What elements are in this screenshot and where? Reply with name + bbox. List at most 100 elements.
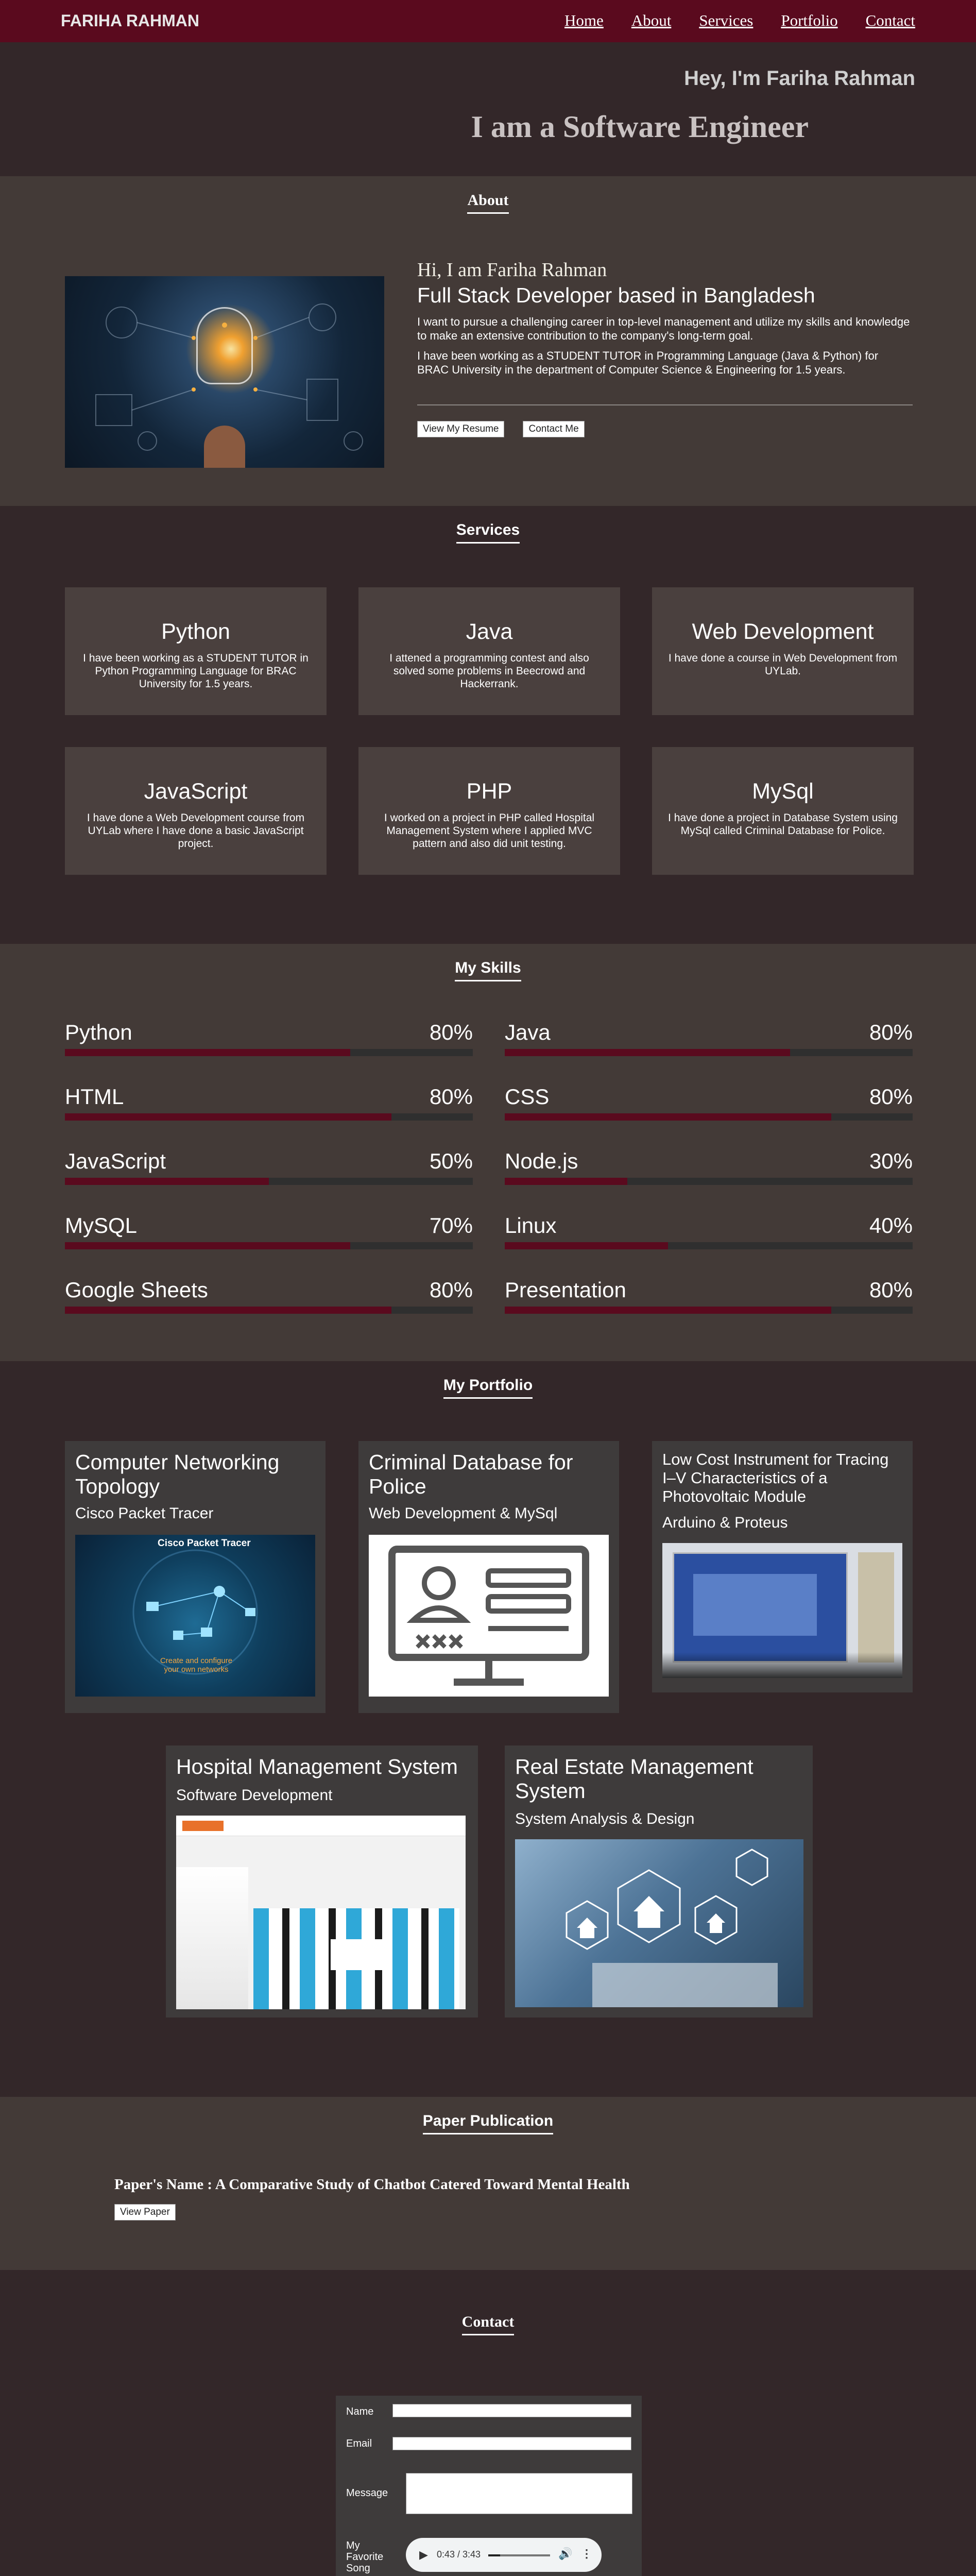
portfolio-subtitle: Web Development & MySql bbox=[369, 1505, 558, 1522]
skill-bar bbox=[505, 1049, 913, 1056]
favorite-song-label: My Favorite Song bbox=[346, 2540, 384, 2574]
skill-name: CSS bbox=[505, 1084, 550, 1109]
nav-links: Home About Services Portfolio Contact bbox=[564, 11, 915, 30]
skill-bar-fill bbox=[65, 1242, 351, 1249]
skill-bar-fill bbox=[65, 1178, 269, 1185]
real-estate-image bbox=[515, 1839, 803, 2007]
skill-name: Python bbox=[65, 1020, 132, 1044]
skill-percent: 80% bbox=[869, 1020, 913, 1044]
audio-progress[interactable] bbox=[488, 2554, 550, 2556]
portfolio-title: Hospital Management System bbox=[176, 1755, 458, 1778]
proteus-simulation-image bbox=[662, 1543, 902, 1678]
nav-link-about[interactable]: About bbox=[631, 11, 672, 29]
portfolio-title: Real Estate Management System bbox=[515, 1755, 754, 1803]
view-paper-button[interactable]: View Paper bbox=[114, 2204, 176, 2221]
skill-bar bbox=[505, 1113, 913, 1121]
audio-player: ▶ 0:43 / 3:43 🔊 ⋮ bbox=[406, 2538, 602, 2572]
skill-bar-fill bbox=[505, 1242, 668, 1249]
about-paragraph-1: I want to pursue a challenging career in… bbox=[417, 315, 910, 342]
service-card-javascript: JavaScript I have done a Web Development… bbox=[65, 747, 327, 875]
service-title: MySql bbox=[752, 779, 814, 804]
service-title: JavaScript bbox=[144, 779, 248, 804]
about-divider bbox=[417, 404, 913, 405]
portfolio-card-real-estate[interactable]: Real Estate Management System System Ana… bbox=[505, 1745, 813, 2018]
circuit-panel bbox=[858, 1552, 894, 1663]
paper-heading: Paper Publication bbox=[0, 2112, 976, 2134]
skill-percent: 80% bbox=[429, 1084, 473, 1109]
skill-name: Linux bbox=[505, 1213, 557, 1238]
skill-bar bbox=[65, 1307, 473, 1314]
contact-me-button[interactable]: Contact Me bbox=[523, 421, 585, 437]
about-buttons: View My Resume Contact Me bbox=[417, 421, 913, 437]
skill-bar-fill bbox=[505, 1113, 831, 1121]
skill-percent: 50% bbox=[429, 1149, 473, 1173]
portfolio-card-networking[interactable]: Computer Networking Topology Cisco Packe… bbox=[65, 1441, 326, 1713]
video-controls-bar[interactable] bbox=[662, 1652, 902, 1678]
play-icon[interactable]: ▶ bbox=[419, 2548, 428, 2561]
modal-box bbox=[331, 1939, 387, 1970]
skill-name: MySQL bbox=[65, 1213, 138, 1238]
email-field[interactable] bbox=[392, 2437, 631, 2450]
message-textarea[interactable] bbox=[406, 2473, 632, 2514]
about-section: About Hi, I am Fariha Rahman Full Stack … bbox=[0, 176, 976, 506]
skill-bar bbox=[65, 1049, 473, 1056]
hero-title: I am a Software Engineer bbox=[471, 110, 809, 144]
about-text: Hi, I am Fariha Rahman Full Stack Develo… bbox=[417, 259, 913, 437]
view-resume-button[interactable]: View My Resume bbox=[417, 421, 505, 437]
nav-link-portfolio[interactable]: Portfolio bbox=[781, 11, 838, 29]
skill-name: JavaScript bbox=[65, 1149, 166, 1173]
portfolio-card-criminal-db[interactable]: Criminal Database for Police Web Develop… bbox=[358, 1441, 619, 1713]
skill-bar-fill bbox=[505, 1049, 791, 1056]
name-label: Name bbox=[346, 2406, 374, 2417]
navbar: FARIHA RAHMAN Home About Services Portfo… bbox=[0, 0, 976, 42]
skill-bar-fill bbox=[65, 1049, 351, 1056]
portfolio-subtitle: Software Development bbox=[176, 1787, 333, 1804]
service-title: Web Development bbox=[692, 619, 874, 644]
service-title: PHP bbox=[466, 779, 512, 804]
portfolio-section: My Portfolio Computer Networking Topolog… bbox=[0, 1361, 976, 2097]
hospital-logo bbox=[182, 1821, 224, 1831]
portfolio-card-hospital[interactable]: Hospital Management System Software Deve… bbox=[166, 1745, 478, 2018]
skill-bar-fill bbox=[65, 1307, 391, 1314]
volume-icon[interactable]: 🔊 bbox=[558, 2547, 573, 2560]
skill-bar bbox=[505, 1178, 913, 1185]
hero-section: Hey, I'm Fariha Rahman I am a Software E… bbox=[0, 42, 976, 176]
nav-link-home[interactable]: Home bbox=[564, 11, 604, 29]
name-field[interactable] bbox=[392, 2404, 631, 2417]
doctor-photo bbox=[176, 1867, 248, 2009]
simulation-panel bbox=[693, 1574, 817, 1636]
email-label: Email bbox=[346, 2438, 372, 2449]
skill-percent: 40% bbox=[869, 1213, 913, 1238]
skills-section: My Skills Python 80% Java 80% HTML 80% C… bbox=[0, 944, 976, 1361]
skill-bar-fill bbox=[505, 1178, 627, 1185]
service-card-python: Python I have been working as a STUDENT … bbox=[65, 587, 327, 715]
skill-name: Node.js bbox=[505, 1149, 578, 1173]
skill-name: Presentation bbox=[505, 1278, 626, 1302]
services-section: Services Python I have been working as a… bbox=[0, 506, 976, 944]
nav-link-services[interactable]: Services bbox=[699, 11, 754, 29]
service-card-web-development: Web Development I have done a course in … bbox=[652, 587, 914, 715]
cisco-image-caption: Create and configure your own networks bbox=[160, 1656, 233, 1674]
service-text: I have done a project in Database System… bbox=[668, 812, 898, 837]
audio-progress-fill bbox=[488, 2554, 501, 2556]
cisco-image-title: Cisco Packet Tracer bbox=[158, 1538, 251, 1549]
circuit-graphic-icon bbox=[95, 303, 363, 451]
about-heading: About bbox=[0, 192, 976, 214]
network-topology-icon bbox=[132, 1549, 258, 1675]
contact-heading: Contact bbox=[0, 2313, 976, 2335]
skill-percent: 80% bbox=[869, 1084, 913, 1109]
service-text: I attened a programming contest and also… bbox=[389, 652, 589, 690]
about-role: Full Stack Developer based in Bangladesh bbox=[417, 283, 815, 307]
skill-name: Google Sheets bbox=[65, 1278, 208, 1302]
nav-link-contact[interactable]: Contact bbox=[865, 11, 915, 29]
skill-bar bbox=[505, 1307, 913, 1314]
skill-bar-fill bbox=[505, 1307, 831, 1314]
portfolio-title: Computer Networking Topology bbox=[75, 1450, 280, 1498]
hero-greeting: Hey, I'm Fariha Rahman bbox=[684, 67, 915, 90]
hand-graphic bbox=[204, 426, 245, 468]
portfolio-card-pv-instrument[interactable]: Low Cost Instrument for Tracing I–V Char… bbox=[652, 1441, 913, 1692]
more-options-icon[interactable]: ⋮ bbox=[581, 2547, 592, 2560]
brand-logo[interactable]: FARIHA RAHMAN bbox=[61, 11, 200, 30]
skill-bar-fill bbox=[65, 1113, 391, 1121]
service-text: I worked on a project in PHP called Hosp… bbox=[384, 812, 595, 850]
